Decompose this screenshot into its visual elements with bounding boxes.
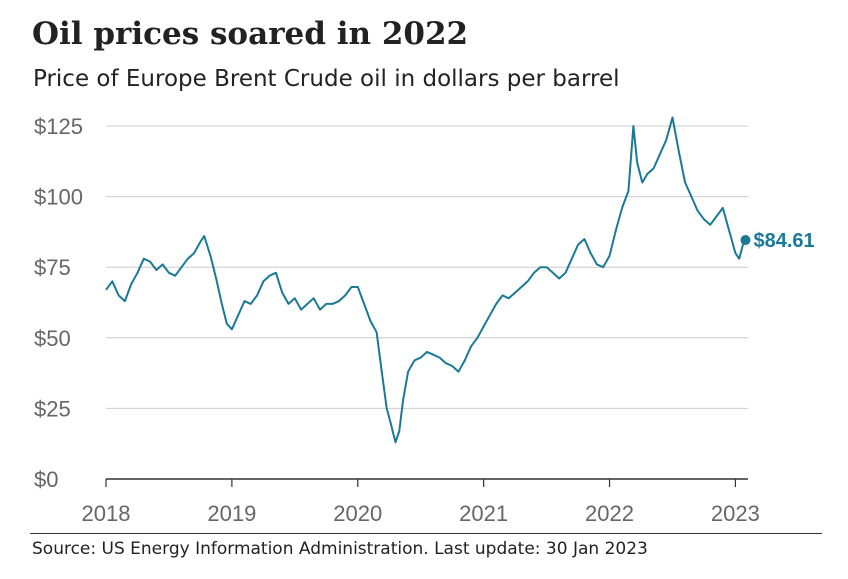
x-tick-label: 2019 <box>207 501 256 526</box>
y-tick-label: $50 <box>34 326 71 351</box>
y-axis-ticks: $0 $25 $50 $75 $100 $125 <box>34 114 83 492</box>
x-tick-label: 2020 <box>333 501 382 526</box>
x-tick-label: 2021 <box>459 501 508 526</box>
source-divider <box>30 533 822 534</box>
x-tick-label: 2023 <box>711 501 760 526</box>
y-tick-label: $25 <box>34 396 71 421</box>
source-note: Source: US Energy Information Administra… <box>32 539 648 559</box>
y-tick-label: $125 <box>34 114 83 139</box>
x-axis-ticks: 2018 2019 2020 2021 2022 2023 <box>82 479 760 526</box>
y-tick-label: $75 <box>34 255 71 280</box>
line-chart: $0 $25 $50 $75 $100 $125 2018 2019 2020 2021 2022… <box>34 114 815 526</box>
x-tick-label: 2018 <box>82 501 131 526</box>
y-tick-label: $100 <box>34 185 83 210</box>
chart-subtitle: Price of Europe Brent Crude oil in dolla… <box>33 66 620 92</box>
gridlines <box>106 125 748 480</box>
y-tick-label: $0 <box>34 467 58 492</box>
price-series-line <box>105 116 747 444</box>
end-value-label: $84.61 <box>753 230 814 252</box>
x-tick-label: 2022 <box>585 501 634 526</box>
chart-title: Oil prices soared in 2022 <box>32 16 469 52</box>
end-value-marker <box>740 235 751 246</box>
